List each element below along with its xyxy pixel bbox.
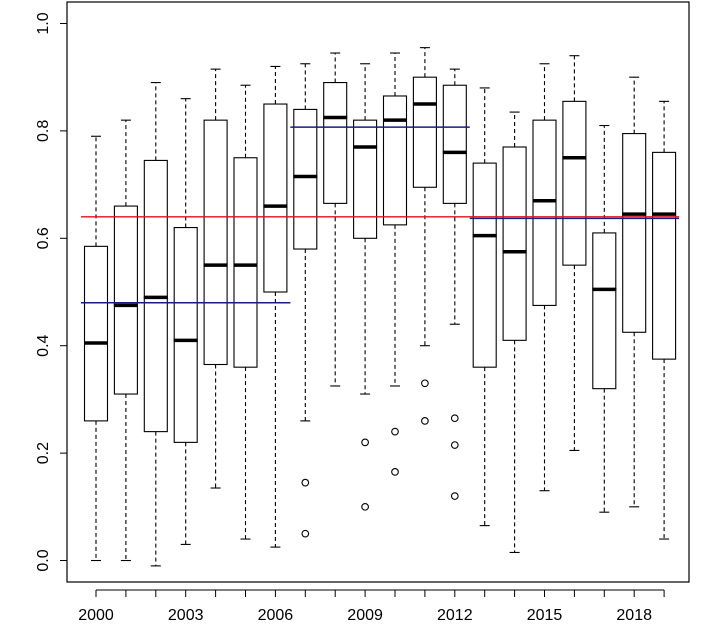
iqr-box (173, 227, 198, 443)
outlier-point (421, 379, 429, 388)
plot-frame (66, 1, 690, 583)
iqr-box (263, 103, 288, 293)
x-tick-label: 2015 (527, 607, 563, 624)
box-2011 (412, 47, 437, 425)
x-tick-label: 2018 (616, 607, 652, 624)
iqr-box (532, 119, 557, 306)
iqr-box (203, 119, 228, 366)
boxes-layer (83, 47, 677, 567)
box-2000 (83, 135, 109, 562)
x-tick-label: 2012 (437, 607, 473, 624)
iqr-box (472, 162, 497, 368)
box-2008 (323, 52, 348, 387)
outlier-point (450, 414, 459, 423)
iqr-box (233, 157, 258, 368)
iqr-box (502, 146, 527, 341)
iqr-box (562, 100, 587, 266)
y-tick-label: 1.0 (35, 12, 52, 34)
iqr-box (382, 95, 408, 226)
y-tick-label: 0.6 (35, 227, 52, 249)
box-2009 (353, 63, 378, 511)
y-tick-label: 0.0 (35, 549, 52, 571)
box-2001 (113, 119, 138, 562)
iqr-box (442, 84, 467, 204)
x-tick-label: 2009 (347, 607, 383, 624)
outlier-point (361, 502, 369, 511)
y-tick-label: 0.2 (35, 442, 52, 464)
box-2014 (502, 111, 527, 554)
iqr-box (293, 108, 318, 250)
iqr-box (622, 133, 647, 333)
y-tick-label: 0.8 (35, 120, 52, 142)
outlier-point (301, 478, 310, 487)
iqr-box (592, 232, 617, 390)
box-2013 (472, 87, 497, 527)
outlier-point (391, 468, 399, 476)
x-tick-label: 2000 (78, 607, 114, 624)
outlier-point (391, 427, 399, 436)
box-2017 (592, 124, 617, 513)
box-2007 (293, 63, 318, 538)
box-2012 (442, 68, 467, 500)
box-2003 (173, 98, 198, 545)
y-tick-label: 0.4 (35, 334, 52, 356)
reference-lines-layer (81, 126, 680, 304)
iqr-box (323, 82, 348, 204)
box-2006 (263, 65, 288, 548)
iqr-box (113, 205, 138, 395)
outlier-point (450, 492, 459, 500)
box-2019 (652, 100, 677, 540)
outlier-point (361, 438, 369, 447)
box-2018 (622, 76, 647, 508)
x-axis: 2000 2003 2006 2009 2012 2015 2018 (78, 589, 665, 624)
box-2015 (532, 63, 557, 492)
y-axis: 0.0 0.2 0.4 0.6 0.8 1.0 (35, 12, 67, 572)
box-2005 (233, 84, 258, 540)
iqr-box (412, 76, 437, 188)
x-tick-label: 2003 (168, 607, 204, 624)
iqr-box (83, 245, 109, 422)
outlier-point (450, 441, 459, 449)
box-2002 (143, 82, 168, 567)
box-2016 (562, 55, 587, 451)
x-tick-label: 2006 (258, 607, 294, 624)
iqr-box (652, 151, 677, 360)
iqr-box (353, 119, 378, 239)
outlier-point (301, 529, 310, 538)
outlier-point (421, 417, 429, 425)
box-2010 (382, 52, 408, 476)
box-2004 (203, 68, 228, 489)
